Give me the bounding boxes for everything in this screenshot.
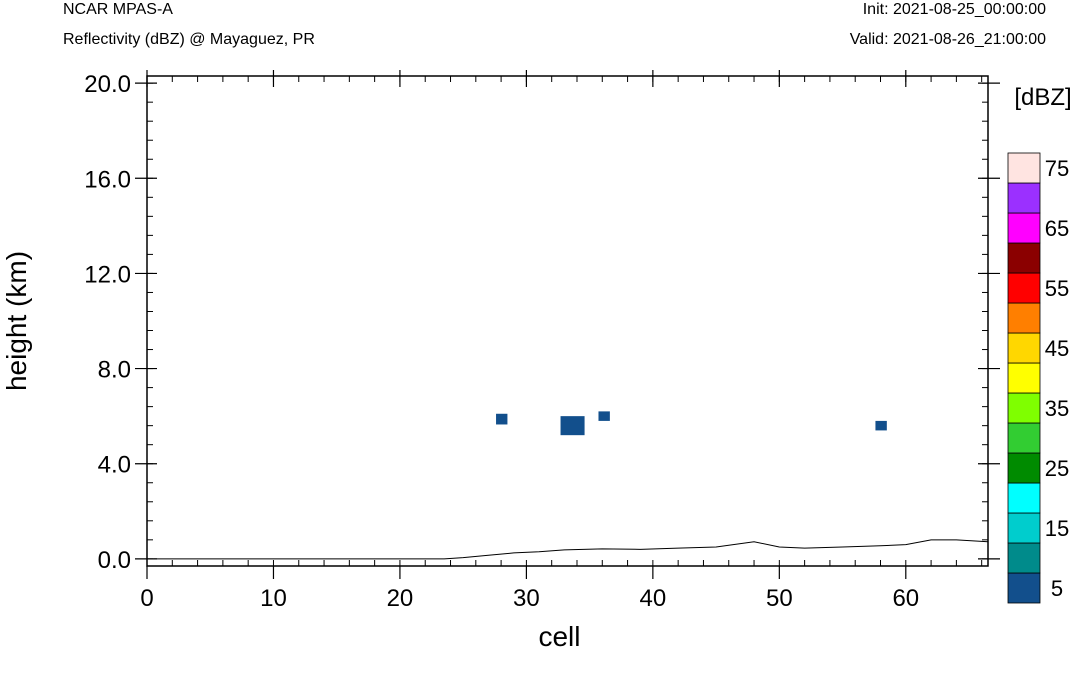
colorbar-label: 65 bbox=[1045, 216, 1069, 241]
init-time: Init: 2021-08-25_00:00:00 bbox=[862, 1, 1046, 18]
colorbar-swatch-65 bbox=[1007, 212, 1041, 244]
x-tick-label: 0 bbox=[140, 585, 153, 612]
colorbar-label: 55 bbox=[1045, 276, 1069, 301]
colorbar-swatch-30 bbox=[1007, 422, 1041, 454]
colorbar-swatch-25 bbox=[1007, 452, 1041, 484]
colorbar-swatch-45 bbox=[1007, 332, 1041, 364]
colorbar-label: 35 bbox=[1045, 396, 1069, 421]
colorbar-swatch-70 bbox=[1007, 182, 1041, 214]
x-axis-label: cell bbox=[538, 621, 580, 652]
colorbar-swatch-40 bbox=[1007, 362, 1041, 394]
y-tick-label: 4.0 bbox=[98, 452, 131, 479]
y-tick-label: 0.0 bbox=[98, 547, 131, 574]
reflectivity-cell-2 bbox=[560, 416, 585, 436]
plot-frame bbox=[146, 75, 989, 567]
colorbar-swatch-5 bbox=[1007, 572, 1041, 604]
colorbar-swatch-55 bbox=[1007, 272, 1041, 304]
colorbar-label: 45 bbox=[1045, 336, 1069, 361]
x-tick-label: 40 bbox=[640, 585, 667, 612]
terrain-line bbox=[153, 539, 989, 560]
y-tick-label: 8.0 bbox=[98, 357, 131, 384]
colorbar-swatch-75 bbox=[1007, 152, 1041, 184]
x-tick-label: 30 bbox=[513, 585, 540, 612]
model-name: NCAR MPAS-A bbox=[63, 1, 173, 18]
reflectivity-cell-4 bbox=[875, 420, 887, 431]
colorbar-swatch-20 bbox=[1007, 482, 1041, 514]
colorbar-swatch-50 bbox=[1007, 302, 1041, 334]
colorbar-label: 15 bbox=[1045, 516, 1069, 541]
colorbar-label: 75 bbox=[1045, 156, 1069, 181]
y-tick-label: 12.0 bbox=[84, 261, 131, 288]
colorbar-swatch-60 bbox=[1007, 242, 1041, 274]
x-tick-label: 10 bbox=[260, 585, 287, 612]
colorbar-swatch-10 bbox=[1007, 542, 1041, 574]
colorbar-title: [dBZ] bbox=[1014, 84, 1071, 111]
reflectivity-cell-1 bbox=[496, 413, 508, 425]
y-tick-label: 20.0 bbox=[84, 71, 131, 98]
plot-subtitle: Reflectivity (dBZ) @ Mayaguez, PR bbox=[63, 31, 315, 48]
x-tick-label: 20 bbox=[387, 585, 414, 612]
reflectivity-cell-3 bbox=[598, 411, 610, 421]
valid-time: Valid: 2021-08-26_21:00:00 bbox=[849, 31, 1046, 48]
colorbar-swatch-35 bbox=[1007, 392, 1041, 424]
colorbar-label: 25 bbox=[1045, 456, 1069, 481]
x-tick-label: 60 bbox=[892, 585, 919, 612]
x-tick-label: 50 bbox=[766, 585, 793, 612]
colorbar-swatch-15 bbox=[1007, 512, 1041, 544]
y-axis-label: height (km) bbox=[1, 251, 32, 391]
colorbar-label: 5 bbox=[1051, 576, 1063, 601]
y-tick-label: 16.0 bbox=[84, 166, 131, 193]
